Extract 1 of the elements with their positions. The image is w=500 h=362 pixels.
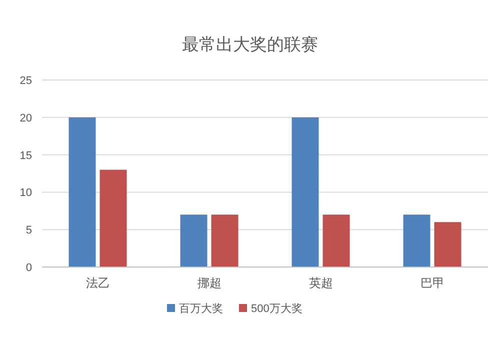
title: 最常出大奖的联赛 xyxy=(182,35,318,54)
